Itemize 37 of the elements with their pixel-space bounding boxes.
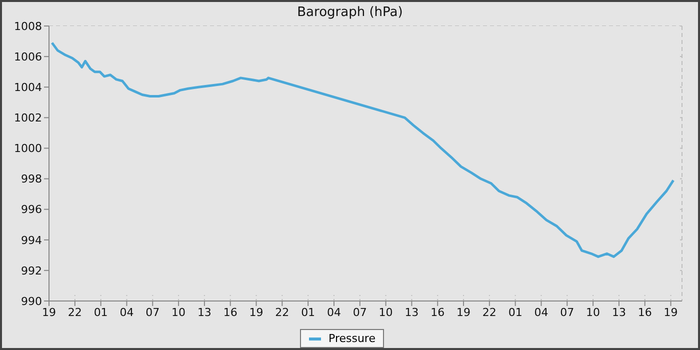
y-tick-label: 994	[21, 234, 42, 247]
x-tick-label: 07	[560, 306, 574, 319]
x-tick-label: 13	[612, 306, 626, 319]
y-tick-label: 1006	[14, 50, 42, 64]
y-tick-label: 998	[21, 172, 42, 186]
x-tick-label: 04	[120, 306, 134, 319]
x-tick-label: 01	[94, 306, 108, 319]
x-tick-label: 19	[456, 306, 471, 319]
y-tick-label: 1004	[14, 81, 42, 94]
x-tick-label: 19	[664, 306, 678, 319]
x-tick-label: 22	[482, 306, 496, 319]
x-tick-label: 10	[378, 306, 393, 319]
y-tick-label: 1000	[14, 142, 42, 156]
y-tick-label: 992	[21, 264, 42, 278]
x-tick-label: 16	[638, 306, 652, 319]
x-tick-label: 19	[249, 306, 264, 319]
x-tick-label: 16	[223, 306, 238, 319]
y-tick-label: 1008	[14, 20, 42, 33]
x-tick-label: 22	[68, 306, 82, 319]
x-tick-label: 10	[586, 306, 600, 319]
x-tick-label: 22	[275, 306, 290, 319]
x-tick-label: 04	[534, 306, 548, 319]
x-tick-label: 19	[42, 306, 56, 319]
x-tick-label: 13	[404, 306, 419, 319]
x-tick-label: 10	[172, 306, 186, 319]
y-tick-label: 996	[21, 203, 42, 216]
y-tick-label: 1002	[14, 112, 42, 125]
y-tick-label: 990	[21, 294, 42, 308]
x-tick-label: 04	[326, 306, 341, 319]
x-tick-label: 01	[301, 306, 316, 319]
x-tick-label: 13	[197, 306, 212, 319]
x-tick-label: 07	[352, 306, 367, 319]
x-tick-label: 16	[430, 306, 445, 319]
chart-title: Barograph (hPa)	[296, 5, 404, 20]
x-tick-label: 01	[508, 306, 522, 319]
legend-label: Pressure	[328, 332, 376, 345]
x-tick-label: 07	[146, 306, 160, 319]
